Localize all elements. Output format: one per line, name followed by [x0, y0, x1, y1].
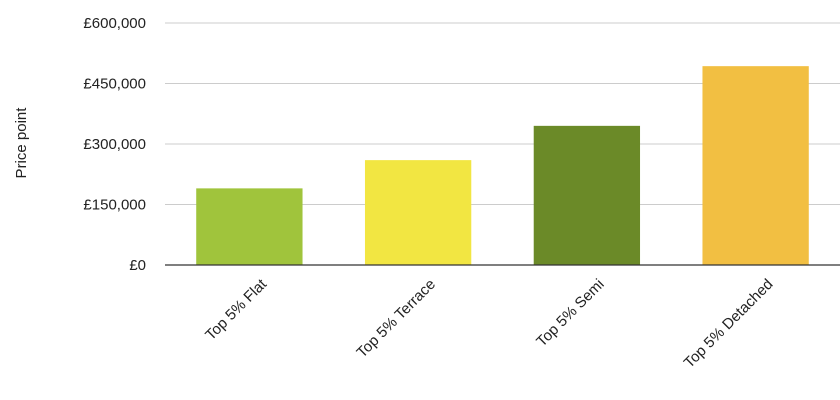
x-tick-label: Top 5% Flat	[202, 275, 271, 344]
bar-top-5-terrace	[364, 160, 472, 265]
x-axis-tick-labels: Top 5% Flat Top 5% Terrace Top 5% Semi Top …	[202, 275, 776, 371]
bars	[196, 66, 809, 265]
y-tick-label: £150,000	[83, 197, 146, 214]
bar-top-5-semi	[533, 125, 641, 265]
bar-top-5-flat	[196, 188, 303, 265]
x-tick-label: Top 5% Terrace	[353, 276, 439, 362]
y-tick-label: £300,000	[83, 136, 146, 153]
bar-top-5-detached	[702, 66, 809, 265]
y-axis-label: Price point	[13, 107, 30, 179]
y-tick-label: £450,000	[83, 76, 146, 93]
x-tick-label: Top 5% Detached	[681, 276, 777, 372]
y-tick-label: £0	[129, 257, 146, 274]
x-tick-label: Top 5% Semi	[533, 276, 608, 351]
y-tick-label: £600,000	[83, 15, 146, 32]
y-axis-tick-labels: £0 £150,000 £300,000 £450,000 £600,000	[83, 15, 146, 274]
